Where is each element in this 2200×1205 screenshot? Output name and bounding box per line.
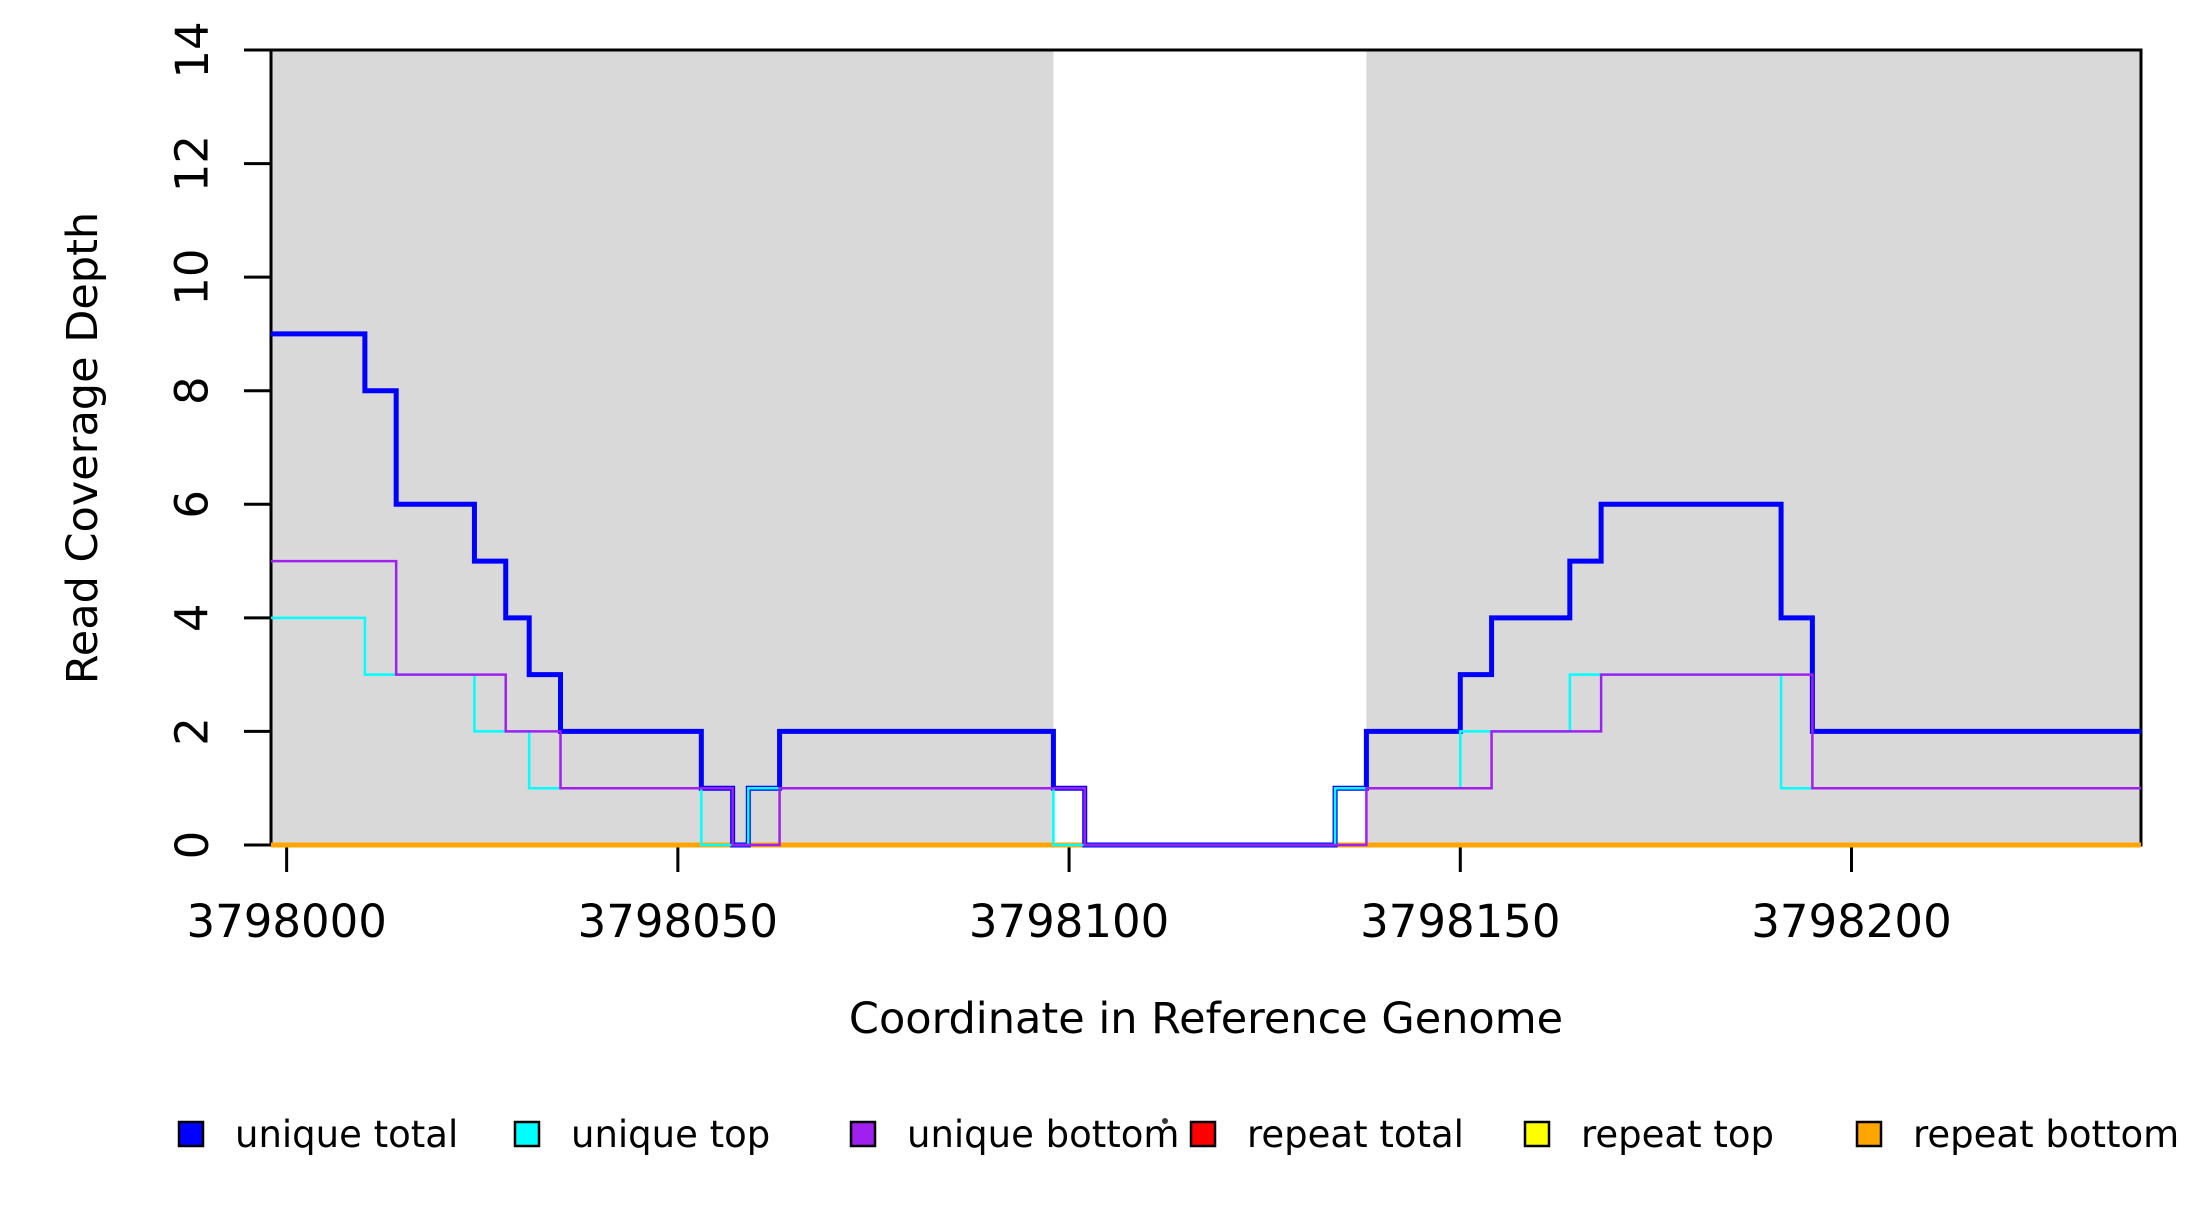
legend-label: repeat total	[1247, 1113, 1464, 1156]
y-tick-label: 10	[166, 249, 219, 306]
y-tick-label: 6	[166, 490, 219, 519]
legend-swatch-repeat-bottom	[1855, 1120, 1883, 1148]
y-tick-label: 4	[166, 604, 219, 633]
x-axis-title: Coordinate in Reference Genome	[849, 994, 1563, 1044]
x-tick-label: 3798000	[186, 895, 386, 948]
y-axis-title: Read Coverage Depth	[58, 212, 108, 684]
y-tick-label: 8	[166, 376, 219, 405]
legend-label: repeat top	[1581, 1113, 1774, 1156]
x-tick-label: 3798150	[1360, 895, 1560, 948]
series-line-unique-total	[271, 331, 2141, 848]
legend-swatch-unique-bottom	[849, 1120, 877, 1148]
legend-swatch-repeat-total	[1189, 1120, 1217, 1148]
legend-label: unique bottom	[907, 1113, 1179, 1156]
x-tick-label: 3798100	[969, 895, 1169, 948]
y-tick-label: 0	[166, 831, 219, 860]
x-axis-ticks: 3798000 3798050 3798100 3798150 3798200	[186, 845, 1952, 948]
legend-swatch-unique-top	[513, 1120, 541, 1148]
stray-mark	[1162, 1118, 1168, 1124]
x-tick-label: 3798200	[1751, 895, 1951, 948]
y-tick-label: 12	[166, 135, 219, 192]
x-tick-label: 3798050	[578, 895, 778, 948]
legend-label: repeat bottom	[1913, 1113, 2179, 1156]
legend-swatch-unique-total	[177, 1120, 205, 1148]
series-line-unique-bottom	[271, 559, 2141, 847]
legend-label: unique top	[571, 1113, 770, 1156]
legend-label: unique total	[235, 1113, 458, 1156]
y-tick-label: 14	[166, 21, 219, 78]
shaded-regions-layer	[271, 50, 2141, 845]
y-axis-ticks: 0 2 4 6 8 10 12 14	[166, 21, 271, 859]
shaded-region	[271, 50, 1054, 845]
legend: unique total unique top unique bottom repea…	[177, 1113, 2179, 1156]
y-tick-label: 2	[166, 717, 219, 746]
legend-swatch-repeat-top	[1523, 1120, 1551, 1148]
series-lines	[271, 331, 2141, 848]
shaded-region	[1366, 50, 2141, 845]
